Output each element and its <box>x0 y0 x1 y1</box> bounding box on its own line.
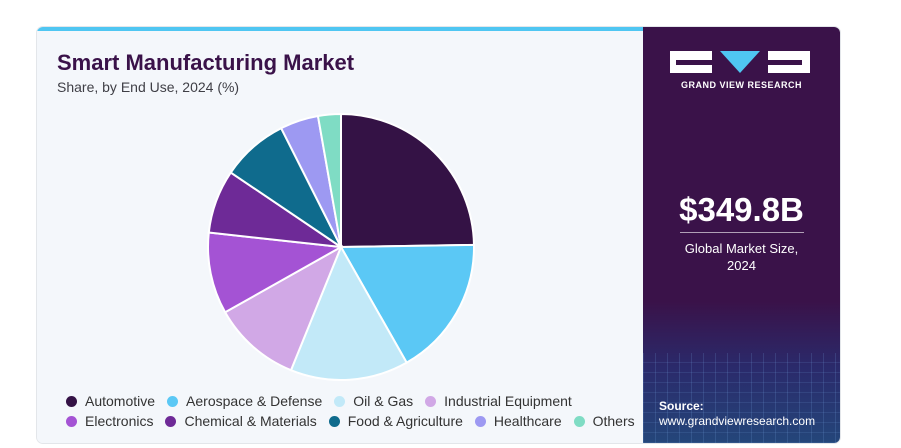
legend-label: Industrial Equipment <box>444 393 572 409</box>
pie-slice-oil-gas <box>289 244 409 381</box>
legend-item: Electronics <box>66 413 153 429</box>
pie-chart <box>207 112 475 381</box>
legend-label: Others <box>592 413 635 429</box>
legend-swatch <box>334 396 346 407</box>
legend-label: Automotive <box>85 393 156 409</box>
source-label: Source: <box>659 399 704 413</box>
legend-swatch <box>167 396 179 407</box>
pie-slice-others <box>316 112 342 248</box>
brand-name: GRAND VIEW RESEARCH <box>680 80 802 90</box>
pie-slice-aerospace-defense <box>339 243 475 365</box>
decorative-grid <box>643 353 840 443</box>
legend-row: Automotive Aerospace & Defense Oil & Gas In… <box>66 393 641 413</box>
legend-label: Oil & Gas <box>353 393 414 409</box>
legend-swatch <box>66 396 77 407</box>
accent-bar <box>37 27 643 31</box>
legend-item: Healthcare <box>474 413 562 429</box>
market-size-year: 2024 <box>727 258 756 273</box>
legend-swatch <box>573 416 585 427</box>
legend-item: Aerospace & Defense <box>167 393 322 409</box>
divider <box>680 232 804 233</box>
chart-title: Smart Manufacturing Market <box>57 50 355 75</box>
chart-panel: Smart Manufacturing Market Share, by End… <box>37 31 643 443</box>
legend-item: Industrial Equipment <box>425 393 572 409</box>
chart-card: Smart Manufacturing Market Share, by End… <box>37 27 840 443</box>
legend-label: Chemical & Materials <box>184 413 317 429</box>
legend-label: Food & Agriculture <box>347 413 463 429</box>
legend-row: Electronics Chemical & Materials Food & Ag… <box>66 413 641 433</box>
market-size-label-line: Global Market Size, <box>684 241 799 256</box>
legend-item: Food & Agriculture <box>328 413 463 429</box>
pie-slice-automotive <box>340 112 475 249</box>
legend-swatch <box>328 416 340 427</box>
pie-slice-electronics <box>207 231 345 314</box>
chart-subtitle: Share, by End Use, 2024 (%) <box>57 79 240 95</box>
legend-item: Others <box>573 413 635 429</box>
legend-item: Chemical & Materials <box>165 413 317 429</box>
source-link[interactable]: www.grandviewresearch.com <box>659 414 816 428</box>
market-size-label: Global Market Size, 2024 <box>643 240 840 274</box>
legend-label: Aerospace & Defense <box>186 393 323 409</box>
gvr-logo-icon <box>670 51 810 73</box>
legend-swatch <box>425 396 437 407</box>
pie-slice-industrial-equipment <box>223 244 344 372</box>
legend-label: Electronics <box>85 413 154 429</box>
info-sidebar: GRAND VIEW RESEARCH $349.8B Global Marke… <box>643 27 840 443</box>
legend-swatch <box>165 416 177 427</box>
legend-swatch <box>474 416 486 427</box>
legend-swatch <box>66 416 77 427</box>
chart-legend: Automotive Aerospace & Defense Oil & Gas In… <box>66 393 641 433</box>
legend-label: Healthcare <box>493 413 562 429</box>
market-size-value: $349.8B <box>679 191 804 228</box>
legend-item: Automotive <box>66 393 155 409</box>
legend-item: Oil & Gas <box>334 393 413 409</box>
